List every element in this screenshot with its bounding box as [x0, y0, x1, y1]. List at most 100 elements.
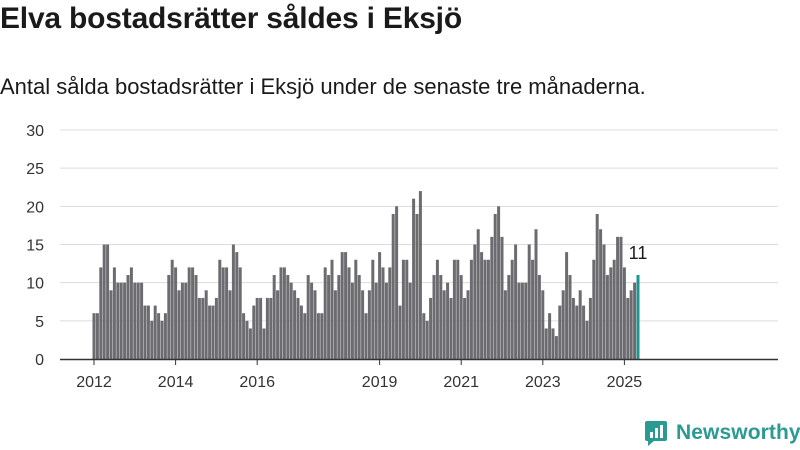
bar [160, 320, 164, 359]
bar [466, 290, 470, 359]
chart-title: Elva bostadsrätter såldes i Eksjö [0, 2, 462, 35]
bar [218, 259, 222, 359]
bar [483, 259, 487, 359]
bar [248, 328, 252, 359]
bar [398, 305, 402, 359]
bar [605, 275, 609, 359]
bar [191, 267, 195, 359]
bar [174, 267, 178, 359]
bar [582, 305, 586, 359]
bar [201, 297, 205, 359]
bar [510, 259, 514, 359]
bar [497, 206, 501, 359]
bar [255, 297, 259, 359]
bar [357, 275, 361, 359]
bar-highlight [636, 275, 640, 359]
bar [408, 282, 412, 359]
bar [242, 313, 246, 359]
bar [279, 267, 283, 359]
bar [595, 213, 599, 359]
bar [418, 191, 422, 359]
bar [146, 305, 150, 359]
bar [384, 282, 388, 359]
bar [551, 328, 555, 359]
bar [102, 244, 106, 359]
bar [316, 313, 320, 359]
bar [588, 297, 592, 359]
x-tick-label: 2012 [76, 374, 112, 391]
bar [568, 275, 572, 359]
bar [531, 259, 535, 359]
y-tick-label: 15 [26, 238, 44, 255]
bar [197, 297, 201, 359]
bar [347, 267, 351, 359]
bar [476, 229, 480, 359]
bar [272, 275, 276, 359]
bar [415, 213, 419, 359]
bar [463, 297, 467, 359]
bar [612, 259, 616, 359]
bar [337, 275, 341, 359]
bar [578, 290, 582, 359]
newsworthy-brand[interactable]: Newsworthy [644, 418, 800, 448]
bar [442, 290, 446, 359]
bar [371, 259, 375, 359]
bar [422, 313, 426, 359]
bar [469, 259, 473, 359]
bar [269, 297, 273, 359]
bar [459, 275, 463, 359]
bar [333, 290, 337, 359]
bar [524, 282, 528, 359]
bar [133, 282, 137, 359]
bar [575, 305, 579, 359]
bar [537, 275, 541, 359]
bar [395, 206, 399, 359]
bar [109, 290, 113, 359]
bar [473, 244, 477, 359]
bar [367, 290, 371, 359]
x-tick-label: 2016 [239, 374, 275, 391]
bar [150, 320, 154, 359]
bar [354, 259, 358, 359]
bar [116, 282, 120, 359]
bar [429, 297, 433, 359]
bar [184, 282, 188, 359]
bar [143, 305, 147, 359]
y-tick-label: 0 [35, 352, 44, 369]
bar [592, 259, 596, 359]
bar [187, 267, 191, 359]
y-tick-label: 20 [26, 199, 44, 216]
bar [163, 313, 167, 359]
bar [259, 297, 263, 359]
bar [493, 213, 497, 359]
bar [401, 259, 405, 359]
bar [602, 244, 606, 359]
y-tick-label: 5 [35, 314, 44, 331]
y-tick-label: 30 [26, 123, 44, 140]
bar [520, 282, 524, 359]
bar [565, 252, 569, 359]
bar [340, 252, 344, 359]
bar [585, 320, 589, 359]
bar [167, 275, 171, 359]
bar [252, 305, 256, 359]
bar [527, 244, 531, 359]
bar [299, 305, 303, 359]
bar [507, 275, 511, 359]
bar [327, 275, 331, 359]
last-value-label: 11 [629, 243, 648, 263]
bar [452, 259, 456, 359]
bar [330, 259, 334, 359]
bar [310, 282, 314, 359]
bar [262, 328, 266, 359]
bar [323, 267, 327, 359]
bar [374, 282, 378, 359]
bar [214, 297, 218, 359]
bar [626, 297, 630, 359]
bar [211, 305, 215, 359]
bar [231, 244, 235, 359]
bar [296, 297, 300, 359]
bar [92, 313, 96, 359]
bar [378, 252, 382, 359]
